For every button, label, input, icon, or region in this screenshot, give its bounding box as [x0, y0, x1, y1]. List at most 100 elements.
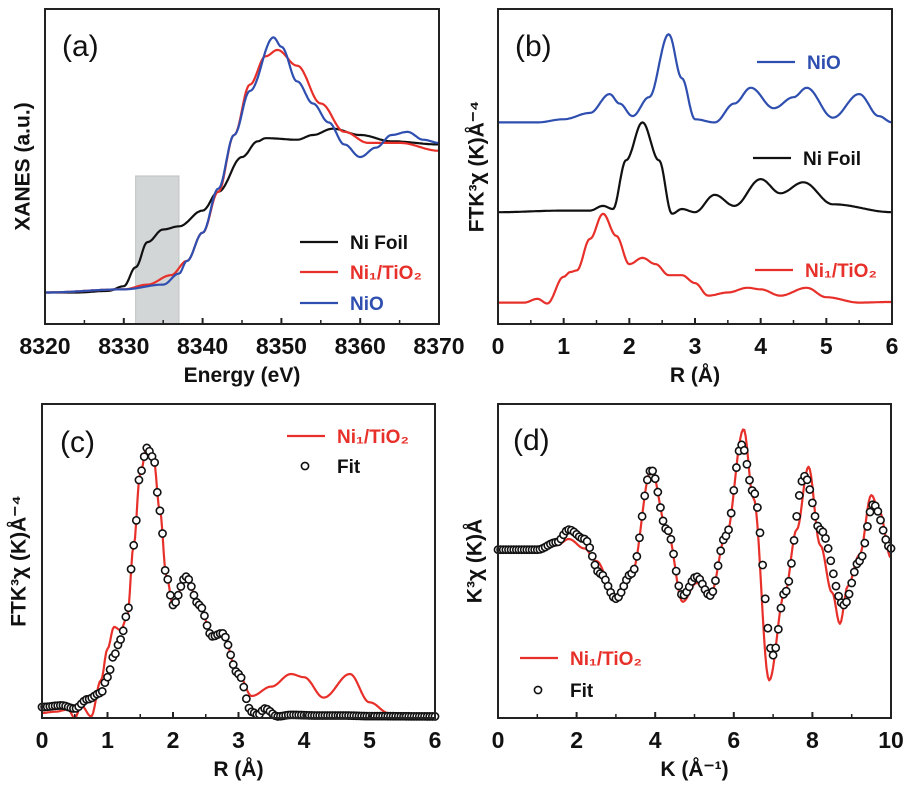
fit-marker — [758, 560, 768, 570]
fit-marker — [236, 673, 246, 683]
fit-marker — [587, 551, 597, 561]
fit-marker — [844, 589, 854, 599]
x-tick-label: 6 — [727, 727, 740, 753]
fit-marker — [171, 597, 181, 607]
fit-marker — [865, 507, 875, 517]
x-axis-label: K (Å⁻¹) — [660, 757, 728, 781]
y-axis-label: FTK³χ (K)Å⁻⁴ — [7, 495, 31, 627]
fit-marker — [794, 491, 804, 500]
legend-marker-icon — [533, 685, 543, 695]
fit-marker — [110, 649, 120, 659]
x-tick-label: 3 — [689, 333, 702, 359]
fit-marker — [663, 526, 673, 536]
fit-marker — [155, 506, 165, 516]
series-fit-markers — [493, 440, 896, 660]
fit-marker — [223, 640, 233, 650]
fit-marker — [632, 552, 642, 561]
fit-marker — [129, 540, 139, 550]
fit-marker — [189, 590, 199, 600]
y-axis-label: FTK³χ (K)Å⁻⁴ — [465, 101, 489, 233]
x-tick-label: 4 — [754, 333, 767, 359]
fit-marker — [828, 569, 838, 579]
panel-letter: (c) — [60, 426, 95, 459]
panel-d: Ni₁/TiO₂ Fit 0 2 4 6 8 10 K (Å⁻¹) K³χ (K)Å (d) — [463, 403, 904, 781]
x-tick-label: 8320 — [19, 333, 70, 359]
panel-letter: (b) — [515, 30, 552, 63]
fit-marker — [666, 534, 676, 544]
series-line-nitio — [498, 212, 893, 305]
fit-marker — [781, 586, 791, 596]
legend-label: NiO — [807, 53, 841, 74]
fit-marker — [760, 594, 770, 604]
fit-marker — [121, 612, 131, 622]
legend-label: Ni Foil — [803, 149, 861, 170]
fit-marker — [716, 546, 726, 556]
fit-marker — [131, 515, 141, 525]
fit-marker — [656, 503, 665, 512]
legend-label: Ni₁/TiO₂ — [570, 649, 642, 670]
fit-marker — [831, 581, 841, 591]
x-tick-label: 4 — [298, 727, 311, 753]
fit-marker — [752, 503, 762, 512]
fit-marker — [158, 529, 167, 538]
panel-letter: (d) — [513, 424, 550, 457]
fit-marker — [669, 549, 678, 559]
x-axis-label: Energy (eV) — [184, 364, 301, 387]
fit-marker — [220, 632, 230, 642]
fit-marker — [847, 578, 857, 588]
fit-marker — [771, 643, 781, 653]
fit-marker — [732, 463, 741, 472]
fit-marker — [650, 474, 660, 484]
fit-marker — [878, 525, 888, 535]
x-tick-label: 8 — [806, 727, 819, 753]
legend-label: Ni Foil — [350, 233, 408, 254]
x-tick-label: 0 — [492, 727, 505, 753]
legend-label: Fit — [337, 457, 361, 478]
panel-c: Ni₁/TiO₂ Fit 0 1 2 3 4 5 6 R (Å) FTK³χ (K)Å⁻⁴ (c) — [7, 403, 442, 781]
fit-marker — [826, 556, 836, 566]
fit-marker — [708, 587, 718, 596]
fit-marker — [713, 561, 723, 571]
legend-label: Fit — [570, 681, 594, 702]
fit-marker — [711, 576, 720, 586]
fit-marker — [842, 597, 851, 607]
series-fit-markers — [37, 443, 440, 721]
fit-marker — [239, 682, 249, 692]
fit-marker — [821, 534, 830, 543]
fit-marker — [184, 574, 194, 584]
x-tick-label: 8350 — [256, 333, 307, 359]
x-tick-label: 0 — [492, 333, 505, 359]
fit-marker — [105, 665, 115, 674]
x-tick-label: 3 — [232, 727, 245, 753]
fit-marker — [802, 475, 812, 485]
x-tick-label: 8330 — [98, 333, 149, 359]
x-tick-label: 0 — [36, 727, 49, 753]
x-tick-label: 6 — [429, 727, 442, 753]
fit-marker — [97, 686, 107, 696]
fit-marker — [755, 528, 765, 538]
series-line-nio — [498, 33, 893, 124]
fit-marker — [160, 566, 170, 575]
legend-label: Ni₁/TiO₂ — [337, 427, 409, 448]
panel-b: NiO Ni Foil Ni₁/TiO₂ 0 1 2 3 4 5 6 R (Å) FTK³χ (K)Å… — [465, 8, 898, 387]
fit-marker — [629, 564, 639, 574]
fit-marker — [653, 487, 663, 497]
fit-marker — [150, 458, 160, 467]
panel-letter: (a) — [62, 30, 99, 63]
fit-marker — [849, 567, 859, 577]
fit-marker — [640, 491, 650, 501]
x-tick-label: 1 — [557, 333, 570, 359]
fit-marker — [671, 566, 681, 576]
x-tick-label: 1 — [101, 727, 114, 753]
fit-marker — [810, 511, 820, 521]
fit-marker — [729, 485, 739, 495]
fit-marker — [724, 525, 733, 535]
fit-marker — [792, 511, 802, 521]
fit-marker — [658, 516, 668, 526]
fit-marker — [635, 533, 644, 543]
fit-marker — [787, 558, 796, 568]
series-line-nio — [45, 36, 440, 294]
fit-marker — [863, 522, 872, 531]
fit-marker — [241, 694, 251, 704]
